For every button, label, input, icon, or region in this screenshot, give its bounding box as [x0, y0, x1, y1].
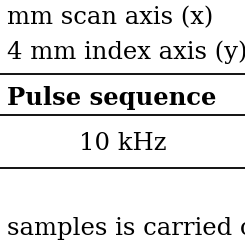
Text: mm scan axis (x): mm scan axis (x) — [7, 7, 213, 29]
Text: Pulse sequence: Pulse sequence — [7, 86, 216, 110]
Text: samples is carried o: samples is carried o — [7, 217, 245, 240]
Text: 4 mm index axis (y): 4 mm index axis (y) — [7, 40, 245, 64]
Text: 10 kHz: 10 kHz — [79, 132, 166, 155]
